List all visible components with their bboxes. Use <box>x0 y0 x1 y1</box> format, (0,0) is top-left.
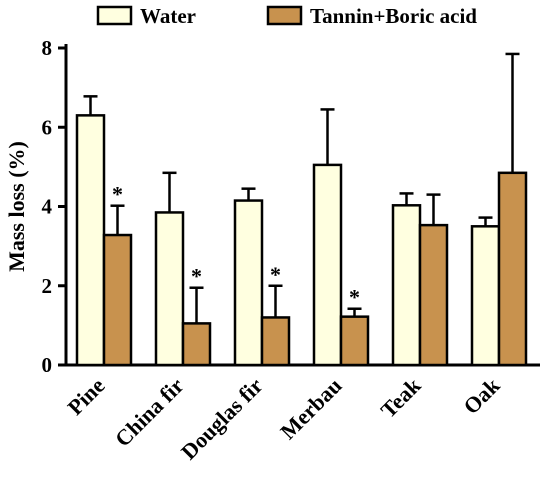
legend: Water Tannin+Boric acid <box>96 4 477 28</box>
axes: 0 2 4 6 8 Mass loss (%) <box>4 36 540 377</box>
x-tick-label: Pine <box>62 373 109 420</box>
bars <box>75 52 528 367</box>
y-tick-label: 8 <box>42 36 53 60</box>
y-tick-label: 6 <box>42 115 53 139</box>
y-tick-label: 0 <box>42 353 53 377</box>
bar-tannin-boric-4 <box>418 223 449 367</box>
bar-tannin-boric-2 <box>260 316 291 367</box>
legend-label-tannin-boric: Tannin+Boric acid <box>310 4 477 28</box>
bar-tannin-boric-3 <box>339 315 370 367</box>
y-tick-label: 4 <box>42 195 53 219</box>
legend-swatch-tannin-boric <box>266 5 303 26</box>
x-tick-label: China fir <box>110 373 189 452</box>
bar-water-3 <box>312 163 343 367</box>
significance-marker: * <box>349 285 360 310</box>
y-tick-label: 2 <box>42 274 53 298</box>
bar-tannin-boric-0 <box>102 233 133 367</box>
bar-water-5 <box>470 225 501 367</box>
bar-tannin-boric-5 <box>497 171 528 367</box>
legend-swatch-water <box>96 5 133 26</box>
x-tick-label: Teak <box>376 372 427 423</box>
bar-water-4 <box>391 204 422 367</box>
legend-label-water: Water <box>140 4 196 28</box>
significance-marker: * <box>112 182 123 207</box>
significance-marker: * <box>191 264 202 289</box>
y-axis-title: Mass loss (%) <box>4 141 29 272</box>
x-tick-label: Merbau <box>275 373 346 444</box>
bar-water-0 <box>75 114 106 367</box>
bar-water-1 <box>154 211 185 367</box>
x-tick-label: Oak <box>458 372 505 419</box>
significance-marker: * <box>270 262 281 287</box>
bar-tannin-boric-1 <box>181 322 212 367</box>
x-tick-label: Douglas fir <box>176 373 268 465</box>
bar-water-2 <box>233 199 264 367</box>
